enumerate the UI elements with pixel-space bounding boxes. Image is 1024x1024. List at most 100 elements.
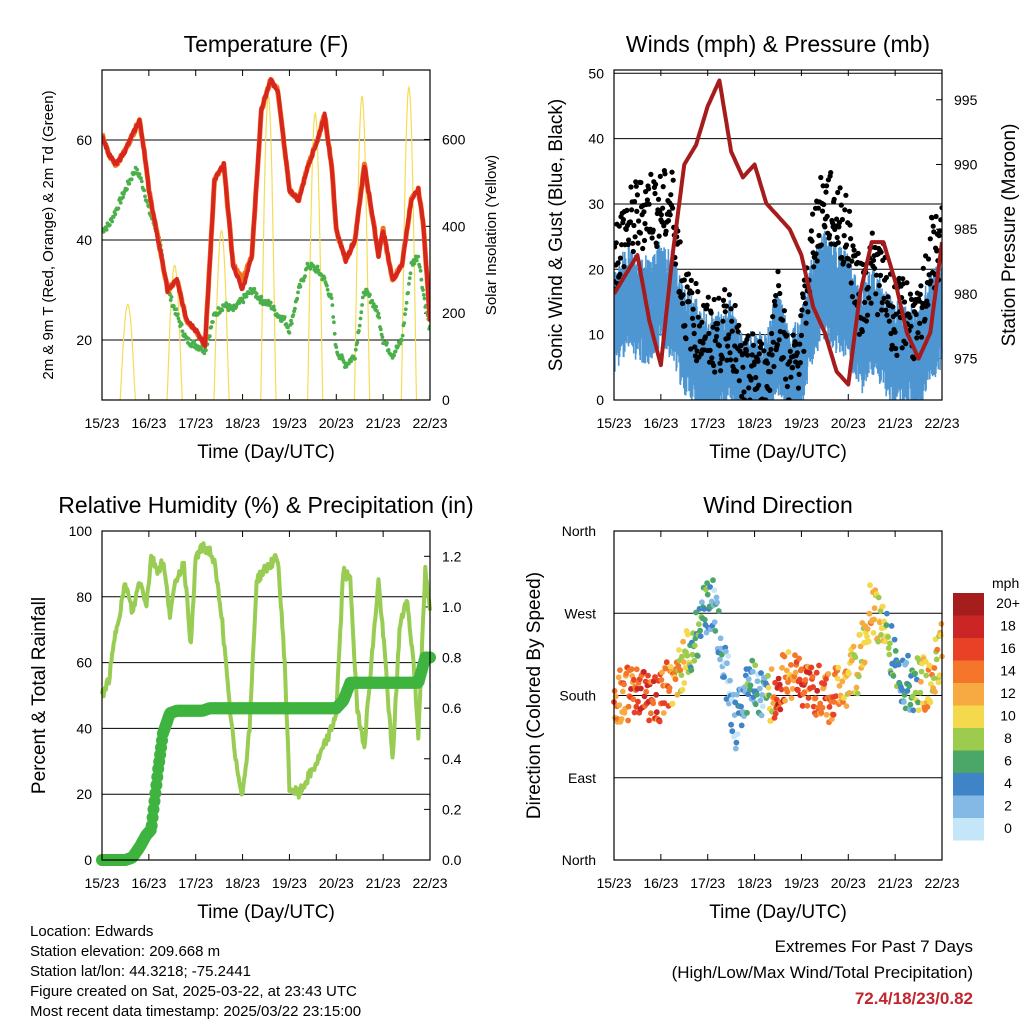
wind-direction-point (788, 662, 794, 668)
winds-y2-tick-label: 990 (954, 156, 978, 172)
gust-point (928, 278, 934, 284)
winds-title: Winds (mph) & Pressure (mb) (626, 31, 930, 57)
wind-direction-point (796, 676, 803, 683)
gust-point (780, 355, 786, 361)
gust-point (901, 299, 908, 305)
gust-point (636, 218, 642, 224)
dewpoint-point (142, 188, 147, 193)
gust-point (660, 184, 666, 190)
gust-point (646, 186, 652, 192)
wind-direction-point (795, 687, 801, 694)
gust-point (685, 271, 692, 277)
gust-point (846, 208, 853, 214)
gust-point (865, 284, 871, 291)
wind-direction-point (697, 633, 704, 640)
wind-direction-point (883, 622, 890, 628)
gust-point (733, 368, 740, 374)
gust-point (715, 321, 721, 327)
gust-point (925, 302, 931, 308)
wind-direction-point (910, 707, 917, 714)
gust-point (803, 320, 809, 326)
gust-point (652, 190, 658, 197)
wind-direction-point (752, 701, 759, 708)
gust-point (767, 387, 773, 393)
gust-point (936, 233, 942, 239)
gust-point (815, 205, 822, 211)
wind-direction-point (652, 674, 658, 680)
extremes-legend: (High/Low/Max Wind/Total Precipitation) (671, 963, 973, 982)
dewpoint-point (272, 308, 277, 312)
dewpoint-point (104, 227, 109, 232)
gust-point (743, 347, 750, 354)
gust-point (745, 333, 751, 339)
temperature-y2-tick-label: 400 (442, 218, 466, 234)
winds-y2-label: Station Pressure (Maroon) (999, 124, 1020, 347)
gust-point (656, 233, 662, 239)
dewpoint-point (316, 268, 321, 273)
gust-point (796, 371, 802, 377)
gust-point (841, 233, 847, 239)
speed-legend-title: mph (992, 575, 1019, 591)
wind-direction-point (932, 688, 938, 695)
wind-direction-point (829, 716, 835, 723)
gust-point (699, 319, 705, 325)
gust-point (733, 357, 739, 363)
wind-direction-point (937, 632, 944, 639)
wind-direction-point (696, 621, 702, 628)
wind-direction-y-tick-label: East (568, 770, 596, 786)
gust-point (879, 307, 885, 313)
gust-point (786, 397, 792, 400)
wind-direction-point (701, 616, 708, 623)
wind-direction-point (924, 704, 931, 710)
wind-direction-point (694, 653, 701, 659)
gust-point (629, 207, 635, 213)
gust-point (688, 277, 694, 283)
wind-direction-point (662, 665, 669, 672)
wind-direction-point (834, 675, 841, 682)
dewpoint-point (204, 348, 208, 353)
gust-point (738, 343, 744, 349)
gust-point (775, 269, 781, 275)
wind-direction-point (754, 691, 760, 698)
dewpoint-point (328, 292, 333, 297)
gust-point (877, 272, 884, 278)
wind-direction-point (689, 651, 696, 658)
wind-direction-point (618, 716, 625, 722)
gust-point (763, 397, 769, 400)
dewpoint-point (393, 349, 398, 354)
gust-point (633, 179, 639, 185)
dewpoint-point (224, 301, 229, 306)
wind-direction-point (839, 678, 846, 685)
speed-legend-label: 20+ (996, 595, 1020, 611)
wind-direction-point (704, 591, 711, 598)
gust-point (788, 374, 794, 380)
gust-point (653, 181, 659, 187)
speed-legend-label: 18 (1000, 618, 1016, 634)
temperature-y2-label: Solar Insolation (Yellow) (483, 155, 500, 315)
gust-point (841, 259, 847, 265)
gust-point (658, 212, 665, 218)
dewpoint-point (363, 292, 368, 297)
wind-direction-x-tick-label: 15/23 (596, 875, 631, 891)
winds-x-tick-label: 17/23 (690, 415, 725, 431)
gust-point (893, 345, 899, 352)
latest-data-timestamp: Most recent data timestamp: 2025/03/22 2… (30, 1003, 362, 1020)
wind-direction-point (680, 638, 686, 645)
wind-direction-point (843, 703, 850, 709)
figure-created: Figure created on Sat, 2025-03-22, at 23… (30, 983, 357, 1000)
gust-point (649, 235, 655, 241)
gust-point (808, 228, 815, 234)
gust-point (712, 369, 718, 375)
gust-point (746, 385, 752, 391)
speed-legend-label: 10 (1000, 708, 1016, 724)
gust-point (711, 296, 717, 303)
gust-point (860, 261, 866, 267)
temperature-y2-tick-label: 600 (442, 131, 466, 147)
wind-direction-point (677, 667, 684, 674)
gust-point (795, 385, 802, 391)
gust-point (640, 245, 646, 252)
gust-point (938, 217, 942, 223)
dewpoint-point (403, 307, 408, 312)
wind-direction-point (855, 673, 862, 680)
winds-y-tick-label: 20 (588, 261, 604, 277)
